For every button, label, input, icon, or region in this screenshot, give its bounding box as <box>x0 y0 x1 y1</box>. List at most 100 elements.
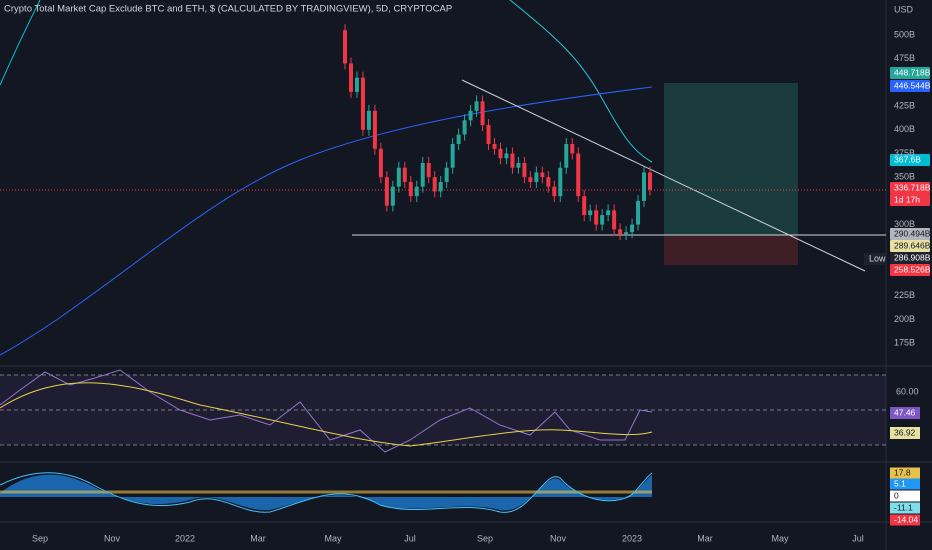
rsi-tag-bg <box>890 407 920 419</box>
candle <box>642 172 647 201</box>
price-tag: 336.718B <box>894 182 931 192</box>
price-tick-label: 375B <box>894 148 915 158</box>
candles <box>343 24 652 241</box>
osc-tag-bg <box>890 502 920 514</box>
candle <box>426 162 431 178</box>
candle <box>558 167 563 197</box>
time-label: May <box>771 533 789 543</box>
candle <box>564 144 569 168</box>
time-label: Nov <box>550 533 567 543</box>
candle <box>360 77 365 130</box>
price-tag-bg <box>890 194 930 206</box>
candle <box>372 110 377 149</box>
price-tick-label: 200B <box>894 314 915 324</box>
candle <box>630 224 635 233</box>
candle <box>606 210 611 216</box>
candle <box>492 144 497 149</box>
candle <box>468 110 473 121</box>
candle <box>582 196 587 216</box>
candle <box>516 162 521 168</box>
price-tick-label: 475B <box>894 53 915 63</box>
rsi-tick: 60.00 <box>896 386 919 396</box>
candle <box>552 186 557 197</box>
candle <box>348 63 353 92</box>
time-label: Sep <box>477 533 493 543</box>
candle <box>588 210 593 216</box>
price-tick-label: 425B <box>894 100 915 110</box>
rsi-tag: 36.92 <box>894 427 916 437</box>
rsi-ma <box>0 382 653 447</box>
price-tag: 1d 17h <box>894 194 920 204</box>
time-label: Sep <box>32 533 48 543</box>
candle <box>522 162 527 178</box>
oscillator-line <box>0 472 653 513</box>
currency: USD <box>894 4 914 14</box>
candle <box>343 30 347 64</box>
price-tag: 289.646B <box>894 240 931 250</box>
ma-line <box>509 0 653 163</box>
candle <box>432 177 437 192</box>
loss-zone <box>664 235 798 265</box>
candle <box>510 153 515 168</box>
candle <box>570 144 575 154</box>
candle <box>354 77 359 92</box>
chart-title: Crypto Total Market Cap Exclude BTC and … <box>4 4 452 15</box>
price-tag: 286.908B <box>894 252 931 262</box>
price-tick-label: 225B <box>894 290 915 300</box>
candle <box>648 172 652 190</box>
candle <box>378 148 383 178</box>
osc-tag: -14.04 <box>894 514 918 524</box>
osc-tag: 17.8 <box>894 467 911 477</box>
candle <box>408 181 413 197</box>
candle <box>612 210 617 230</box>
price-tag: 367.6B <box>894 154 921 164</box>
price-tag-bg <box>890 80 930 92</box>
rsi-tag: 47.46 <box>894 407 916 417</box>
profit-zone <box>664 83 798 235</box>
price-tag-bg <box>890 228 930 240</box>
candle <box>396 167 401 187</box>
time-label: Jul <box>404 533 416 543</box>
candle <box>498 148 503 159</box>
candle <box>474 101 479 111</box>
candle <box>420 162 425 187</box>
osc-tag: -11.1 <box>894 502 913 512</box>
candle <box>402 167 407 182</box>
candle <box>534 172 539 182</box>
time-axis: Sep Nov 2022 Mar May Jul Sep Nov 2023 Mar May Jul <box>32 533 864 543</box>
price-tick-label: 350B <box>894 172 915 182</box>
price-tag-bg <box>890 154 930 166</box>
time-label: May <box>324 533 342 543</box>
osc-tag: 5.1 <box>894 478 906 488</box>
candle <box>480 101 485 126</box>
candle <box>456 134 461 145</box>
candle <box>528 177 533 182</box>
candle <box>414 186 419 197</box>
osc-tag-bg <box>890 514 920 526</box>
candle <box>618 229 623 235</box>
candle <box>636 200 641 225</box>
time-label: Mar <box>697 533 713 543</box>
candle <box>540 172 545 178</box>
price-tag: 258.526B <box>894 264 931 274</box>
candle <box>366 110 371 130</box>
candle <box>444 167 449 182</box>
candle <box>504 153 509 159</box>
candle <box>546 177 551 187</box>
ma-line <box>0 0 41 86</box>
candle <box>594 210 599 225</box>
low-badge <box>864 253 886 265</box>
candle <box>438 181 443 192</box>
candle <box>576 153 581 197</box>
price-tag: 448.718B <box>894 67 931 77</box>
price-tick-label: 300B <box>894 219 915 229</box>
tags: 448.718B 446.544B 367.6B 336.718B 1d 17h 290.… <box>890 67 931 526</box>
candle <box>600 215 605 225</box>
low-label: Low <box>869 253 886 263</box>
ma-line <box>0 86 653 356</box>
price-tick-label: 400B <box>894 124 915 134</box>
time-label: Mar <box>250 533 266 543</box>
price-tag-bg <box>890 182 930 194</box>
